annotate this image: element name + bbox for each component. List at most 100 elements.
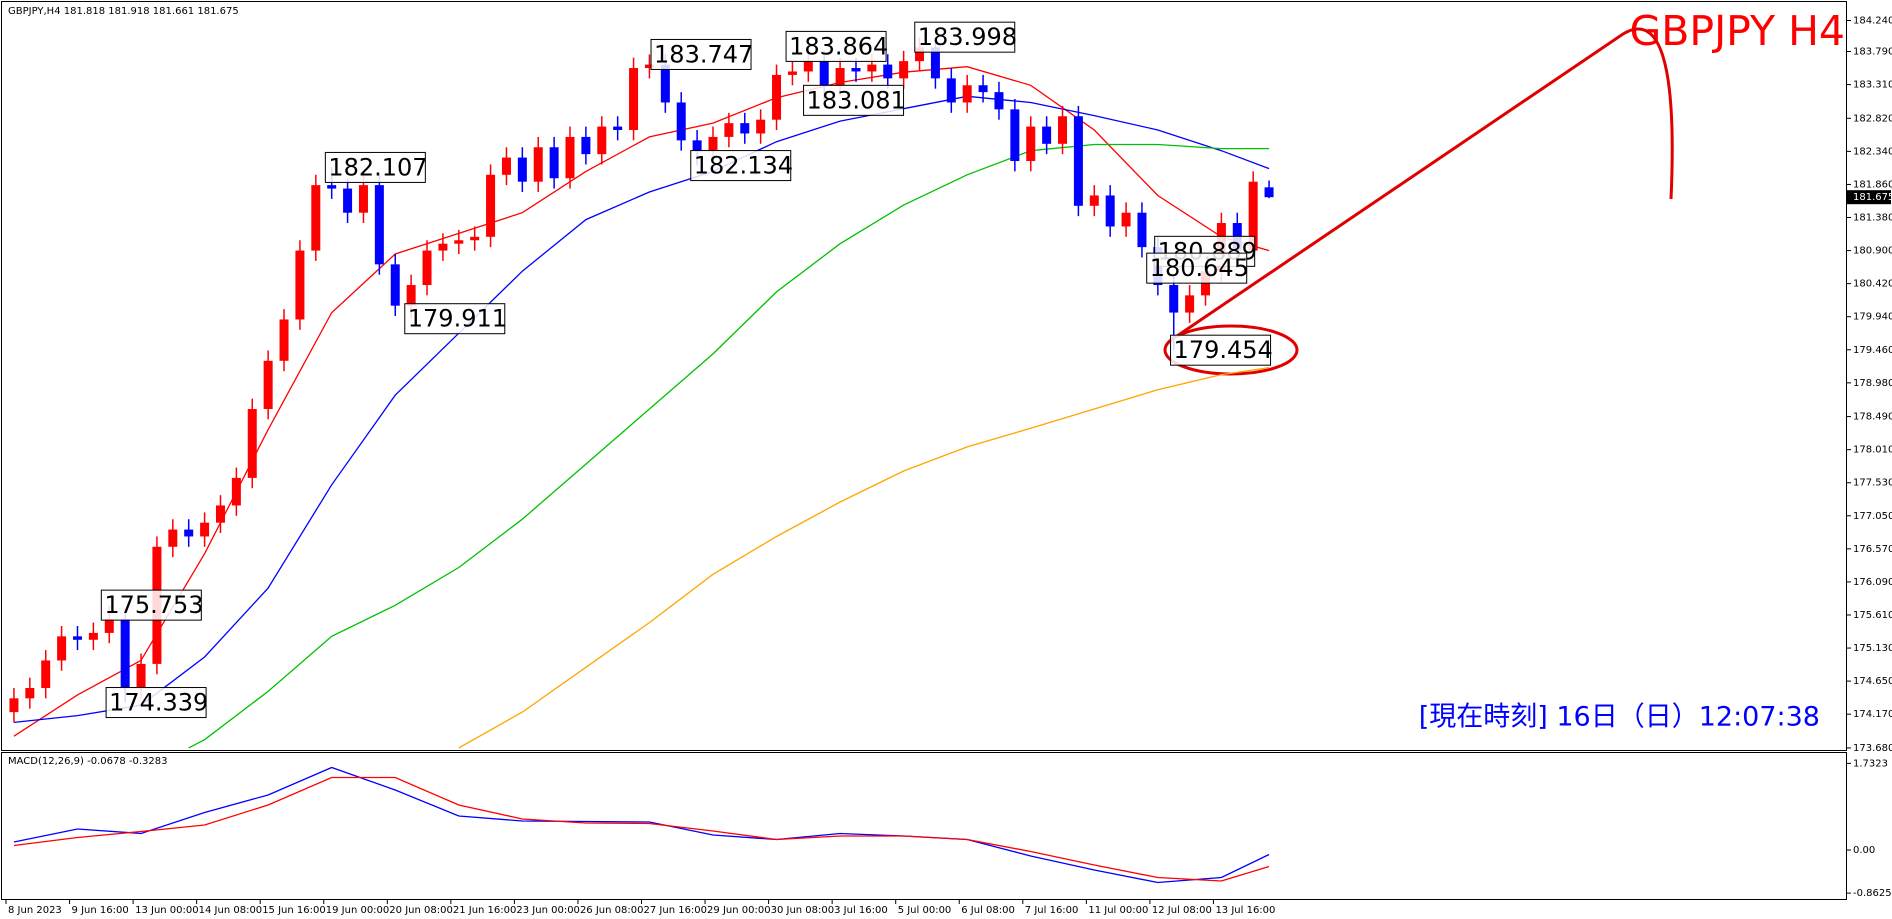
- candle-body: [915, 47, 925, 62]
- y-tick-label: 0.00: [1853, 845, 1875, 856]
- current-price-box: [1847, 190, 1891, 205]
- price-label-box: [1146, 252, 1248, 284]
- candle-body: [930, 47, 940, 79]
- candle-body: [708, 136, 718, 151]
- candle-body: [41, 660, 51, 689]
- candle-body: [247, 409, 257, 478]
- candle-body: [327, 185, 337, 189]
- x-tick-label: 11 Jul 00:00: [1088, 905, 1148, 916]
- price-label-box: [785, 30, 887, 62]
- y-tick-label: 175.130: [1853, 643, 1892, 654]
- price-label: 183.747: [654, 40, 753, 68]
- x-tick-label: 6 Jul 08:00: [961, 905, 1015, 916]
- candle-body: [279, 319, 289, 361]
- y-tick-label: 173.680: [1853, 743, 1892, 754]
- y-tick-label: 182.340: [1853, 146, 1892, 157]
- x-tick-label: 13 Jul 16:00: [1215, 905, 1275, 916]
- candle-body: [1121, 212, 1131, 227]
- candle-body: [358, 185, 368, 213]
- y-tick-label: 184.240: [1853, 15, 1892, 26]
- y-tick-label: 175.610: [1853, 610, 1892, 621]
- candle-body: [295, 250, 305, 320]
- candle-body: [390, 264, 400, 306]
- candle-body: [184, 529, 194, 537]
- candle-body: [263, 360, 273, 410]
- candle-body: [660, 64, 670, 103]
- y-tick-label: 177.530: [1853, 478, 1892, 489]
- moving-average: [188, 143, 1270, 749]
- price-label-box: [100, 589, 202, 621]
- y-tick-label: 181.380: [1853, 213, 1892, 224]
- highlight-ellipse: [1163, 324, 1299, 376]
- candle-body: [25, 688, 35, 699]
- price-label-box: [690, 150, 792, 182]
- candle-body: [1026, 126, 1036, 162]
- y-tick-label: 181.860: [1853, 179, 1892, 190]
- macd-line: [13, 766, 1270, 884]
- y-tick-label: 182.820: [1853, 113, 1892, 124]
- moving-average: [13, 95, 1270, 724]
- candle-body: [819, 61, 829, 86]
- candle-body: [549, 147, 559, 179]
- moving-average: [458, 367, 1270, 749]
- candle-body: [851, 68, 861, 72]
- price-label: 183.998: [918, 23, 1017, 51]
- x-tick-label: 13 Jun 00:00: [135, 905, 199, 916]
- candle-body: [406, 285, 416, 306]
- candle-body: [1169, 285, 1179, 313]
- y-tick-label: 178.980: [1853, 378, 1892, 389]
- price-panel-frame: [1, 1, 1847, 751]
- candle-body: [104, 619, 114, 633]
- candle-body: [136, 663, 146, 689]
- candle-body: [1089, 195, 1099, 206]
- candle-body: [486, 174, 496, 237]
- candle-body: [581, 136, 591, 155]
- candle-body: [1058, 116, 1068, 144]
- candle-body: [1137, 212, 1147, 248]
- symbol-label: GBPJPY H4: [1629, 7, 1845, 55]
- candle-body: [803, 61, 813, 72]
- y-tick-label: 174.650: [1853, 676, 1892, 687]
- x-tick-label: 14 Jun 08:00: [199, 905, 263, 916]
- price-label-box: [105, 687, 207, 719]
- x-tick-label: 27 Jun 16:00: [644, 905, 708, 916]
- candle-body: [231, 477, 241, 506]
- candle-body: [565, 136, 575, 179]
- y-tick-label: 179.460: [1853, 345, 1892, 356]
- candle-body: [1042, 126, 1052, 144]
- y-tick-label: 180.900: [1853, 246, 1892, 257]
- candle-body: [501, 157, 511, 175]
- x-tick-label: 12 Jul 08:00: [1152, 905, 1212, 916]
- y-tick-label: 177.050: [1853, 511, 1892, 522]
- candle-body: [962, 85, 972, 103]
- x-tick-label: 30 Jun 08:00: [771, 905, 835, 916]
- candle-body: [454, 240, 464, 244]
- candle-body: [533, 147, 543, 182]
- x-tick-label: 29 Jun 00:00: [707, 905, 771, 916]
- price-label-box: [404, 303, 506, 335]
- x-tick-label: 23 Jun 00:00: [516, 905, 580, 916]
- candle-body: [311, 185, 321, 251]
- candle-body: [740, 123, 750, 134]
- trend-drawing: [1176, 27, 1674, 338]
- y-tick-label: 180.420: [1853, 279, 1892, 290]
- x-tick-label: 5 Jul 00:00: [898, 905, 952, 916]
- candle-body: [883, 64, 893, 79]
- candle-body: [613, 126, 623, 131]
- candle-body: [644, 64, 654, 69]
- candle-body: [374, 185, 384, 265]
- candle-body: [994, 92, 1004, 110]
- candle-body: [756, 119, 766, 134]
- candle-body: [978, 85, 988, 93]
- candle-body: [168, 529, 178, 547]
- candle-body: [88, 632, 98, 640]
- price-label-box: [1170, 334, 1272, 366]
- clock-label: [現在時刻] 16日（日）12:07:38: [1419, 702, 1820, 733]
- price-label: 179.454: [1174, 336, 1273, 364]
- chart-header: GBPJPY,H4 181.818 181.918 181.661 181.67…: [8, 6, 239, 17]
- x-tick-label: 7 Jul 16:00: [1025, 905, 1079, 916]
- moving-average: [13, 66, 1270, 737]
- candle-body: [676, 102, 686, 141]
